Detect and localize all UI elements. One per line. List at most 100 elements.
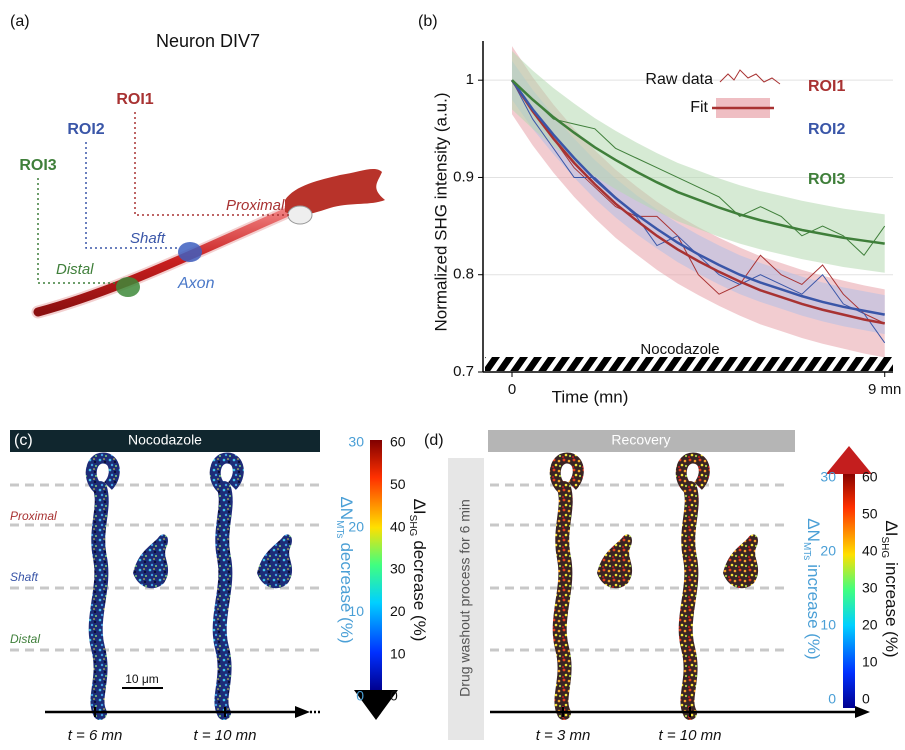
washout-bar (448, 458, 484, 740)
region-label: Distal (56, 261, 94, 278)
region-label: Proximal (226, 197, 285, 214)
roi-label: ROI2 (67, 121, 104, 138)
colorbar-label: ΔISHG increase (%) (879, 520, 900, 657)
scale-bar-label: 10 μm (125, 672, 159, 686)
arrow-head (855, 706, 870, 718)
fit-line (511, 79, 885, 245)
label-subscript: SHG (407, 515, 418, 537)
legend-swatch (719, 69, 781, 85)
label-subscript: MTs (334, 520, 345, 538)
colorbar-arrow (826, 446, 872, 474)
colorbar-tick-label: 10 (820, 617, 836, 633)
colorbar-tick-label: 30 (390, 561, 406, 577)
colorbar-label: ΔNMTs decrease (%) (334, 496, 355, 643)
panel-a: (a) Neuron DIV7 ROI1 ROI2 ROI3 Proximal … (10, 13, 385, 319)
colorbar-label: ΔNMTs increase (%) (801, 518, 822, 659)
colorbar-tick-label: 40 (390, 518, 406, 534)
panel-b: (b) Normalized SHG intensity (a.u.) Time… (418, 13, 901, 406)
colorbar-label: ΔISHG decrease (%) (407, 499, 428, 642)
colorbar-tick-label: 20 (348, 518, 364, 534)
time-label: t = 10 mn (194, 727, 257, 744)
label-subscript: SHG (879, 537, 890, 559)
header-text: Recovery (611, 432, 670, 448)
roi-cylinder (178, 242, 202, 262)
x-tick-label: 9 mn (868, 381, 901, 398)
colorbar-tick-label: 50 (862, 506, 878, 522)
colorbar-tick-label: 10 (390, 645, 406, 661)
colorbar-tick-label: 20 (862, 617, 878, 633)
x-tick-label: 0 (508, 381, 516, 398)
panel-label: (c) (14, 432, 33, 449)
y-tick-label: 0.9 (453, 168, 474, 185)
region-label: Shaft (130, 230, 166, 247)
label-symbol: ΔI (410, 499, 429, 515)
arrow-head (295, 706, 310, 718)
colorbar-tick-label: 30 (820, 469, 836, 485)
series-label: ROI1 (808, 78, 845, 95)
colorbar-tick-label: 0 (828, 691, 836, 707)
colorbar-tick-label: 60 (390, 434, 406, 450)
colorbar (370, 440, 382, 690)
colorbar-tick-label: 30 (348, 434, 364, 450)
roi-cylinder (287, 205, 313, 225)
neuron-image (555, 458, 632, 713)
label-text: decrease (%) (337, 542, 356, 643)
time-label: t = 6 mn (68, 727, 123, 744)
roi-label: ROI1 (116, 91, 153, 108)
roi-leader (134, 112, 290, 216)
header-bar (10, 430, 320, 452)
colorbar-tick-label: 50 (390, 476, 406, 492)
header-bar (488, 430, 795, 452)
legend-label: Fit (690, 99, 708, 116)
colorbar-tick-label: 20 (820, 543, 836, 559)
time-label: t = 3 mn (536, 727, 591, 744)
fit-line (510, 79, 885, 316)
raw-line (511, 79, 885, 324)
roi-leader (37, 178, 118, 284)
washout-text: Drug washout process for 6 min (457, 499, 473, 697)
fit-band (511, 51, 885, 273)
y-tick-label: 1 (466, 71, 474, 88)
roi-cylinder (116, 277, 140, 297)
colorbar-tick-label: 0 (356, 688, 364, 704)
region-label: Proximal (10, 509, 57, 523)
x-axis-label: Time (mn) (552, 387, 629, 406)
colorbar-tick-label: 40 (862, 543, 878, 559)
colorbar-tick-label: 10 (348, 603, 364, 619)
roi-leader (85, 142, 180, 249)
panel-label: (d) (424, 432, 444, 449)
legend-label: Raw data (645, 71, 713, 88)
series-label: ROI2 (808, 121, 845, 138)
axon-label: Axon (177, 275, 215, 292)
soma (285, 168, 385, 215)
colorbar-tick-label: 0 (862, 691, 870, 707)
colorbar-tick-label: 10 (862, 654, 878, 670)
label-symbol: ΔN (804, 518, 823, 542)
panel-d: (d) Drug washout process for 6 min Recov… (424, 430, 901, 744)
annotation: Nocodazole (640, 341, 719, 358)
dashed-guides (490, 483, 790, 652)
axon (33, 205, 297, 317)
region-label: Distal (10, 632, 40, 646)
colorbar-tick-label: 0 (390, 688, 398, 704)
neuron-image (681, 458, 758, 713)
y-tick-label: 0.8 (453, 266, 474, 283)
colorbar-arrow (354, 690, 398, 720)
colorbar (843, 472, 855, 708)
panel-c: (c) Nocodazole Proximal Shaft Distal 10 … (10, 430, 429, 744)
panel-label: (b) (418, 13, 438, 30)
dashed-guides (10, 483, 320, 652)
neuron-image (215, 458, 292, 713)
y-tick-label: 0.7 (453, 363, 474, 380)
panel-title: Neuron DIV7 (156, 31, 260, 51)
label-text: increase (%) (804, 564, 823, 659)
label-symbol: ΔN (337, 496, 356, 520)
region-label: Shaft (10, 570, 39, 584)
annotation-bg (628, 342, 732, 357)
colorbar-tick-label: 60 (862, 469, 878, 485)
fit-line (510, 79, 885, 325)
time-label: t = 10 mn (659, 727, 722, 744)
treatment-bar (485, 357, 893, 371)
header-text: Nocodazole (128, 432, 202, 448)
